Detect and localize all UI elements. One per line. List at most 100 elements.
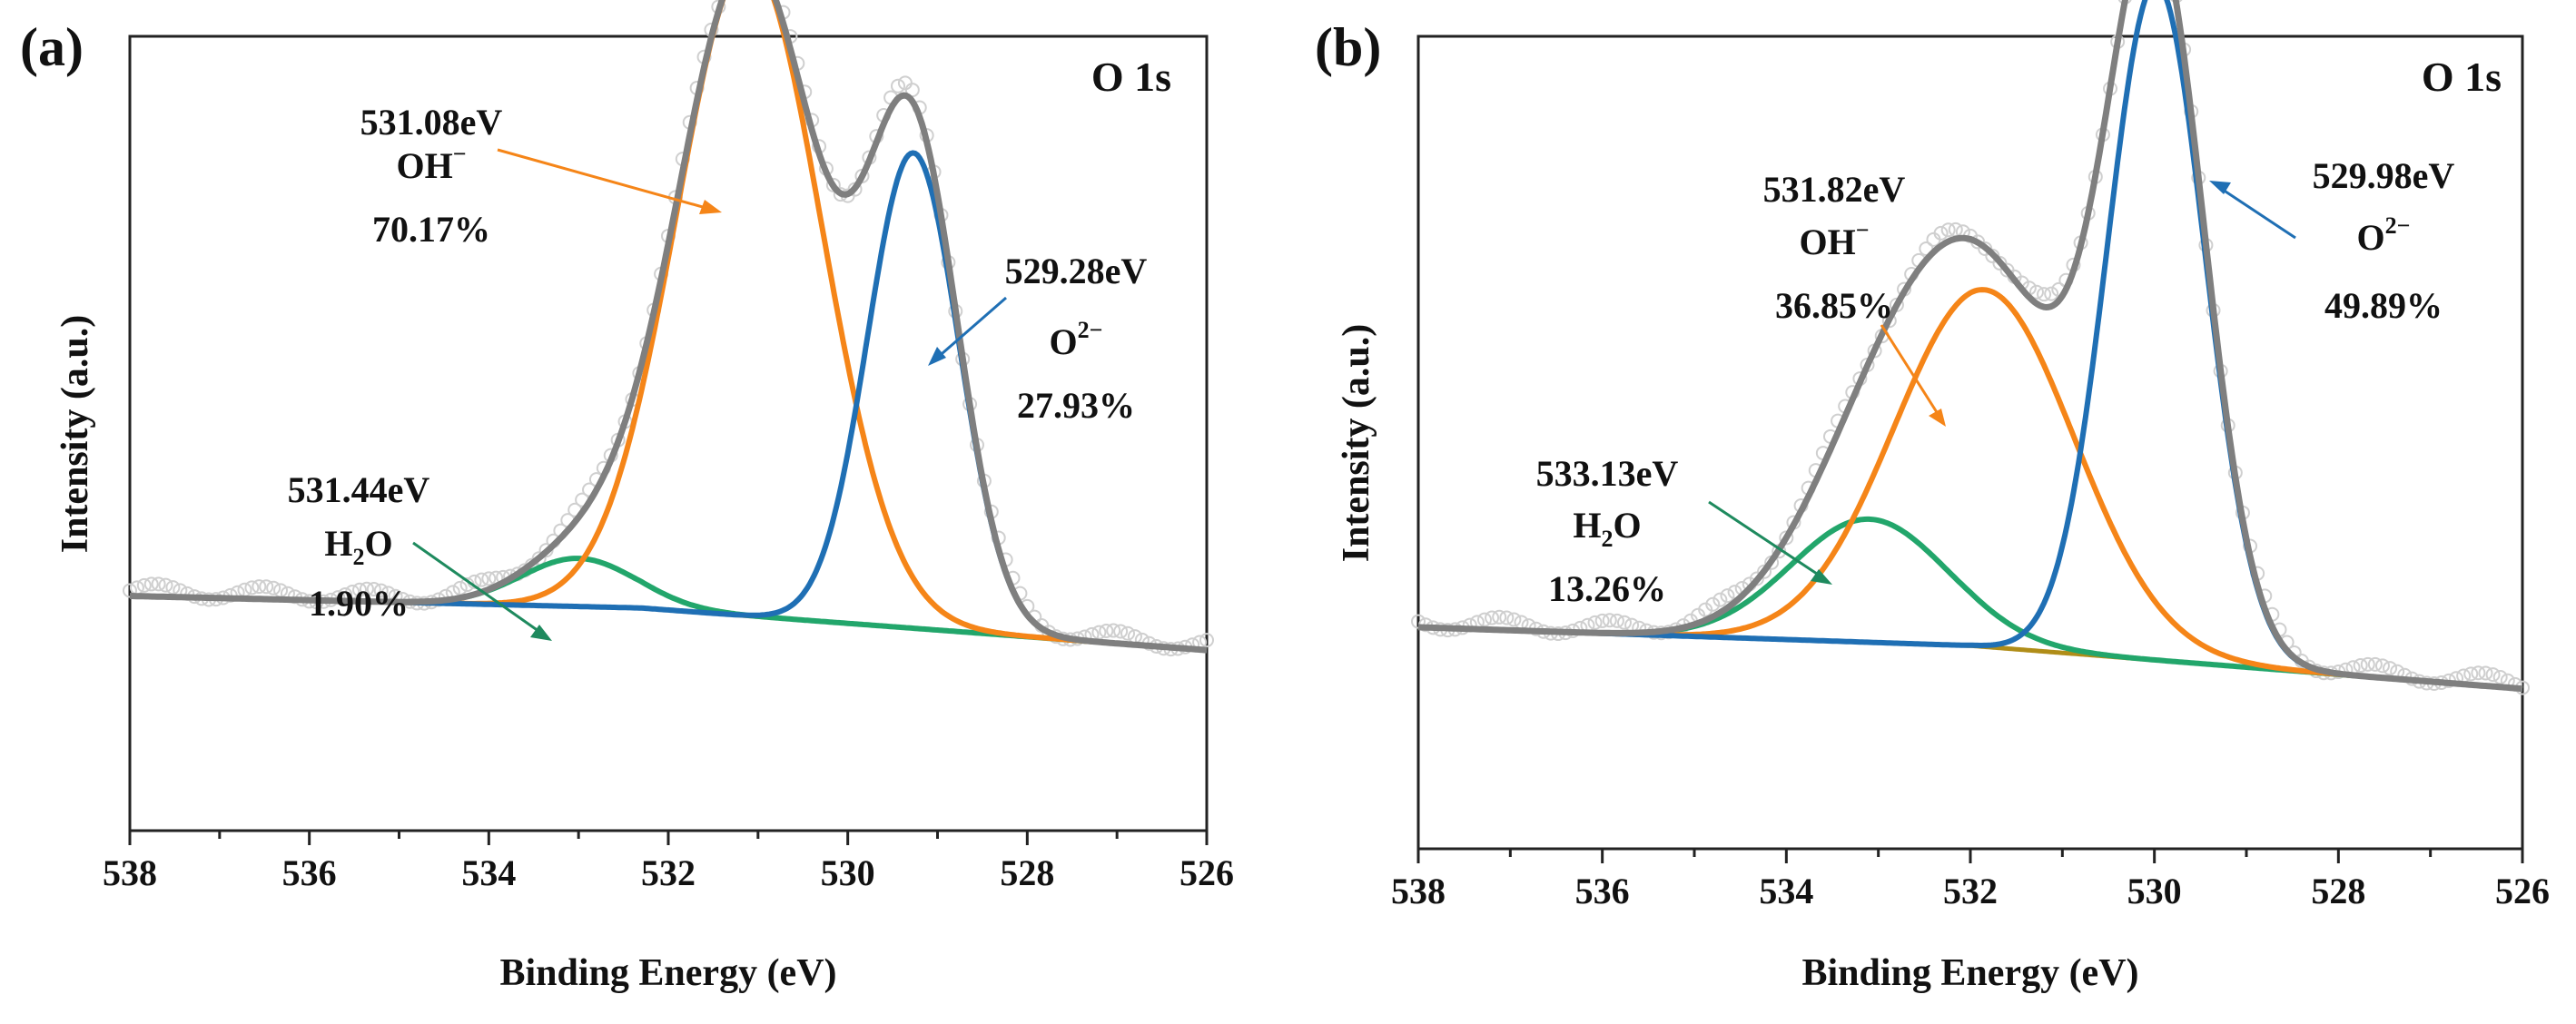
- oh-percent-label-b: 36.85%: [1775, 285, 1893, 326]
- raw-data-point: [373, 583, 389, 598]
- raw-data-point: [1698, 602, 1713, 617]
- oh-energy-label-b: 531.82eV: [1763, 169, 1906, 210]
- oh-arrow-a: [497, 148, 716, 212]
- h2o-arrowhead-a: [530, 625, 552, 641]
- raw-data-point: [1514, 615, 1529, 630]
- plot-layer-a: [123, 0, 1214, 657]
- raw-data-point: [1624, 617, 1640, 633]
- raw-data-point: [481, 571, 497, 586]
- raw-data-point: [2360, 656, 2375, 672]
- h2o-percent-label-b: 13.26%: [1548, 568, 1666, 609]
- o2-percent-label-b: 49.89%: [2324, 285, 2443, 326]
- raw-data-point: [2383, 661, 2398, 676]
- raw-data-point: [136, 577, 152, 593]
- raw-data-point: [1506, 612, 1522, 627]
- o2-arrow-b: [2216, 184, 2296, 240]
- y-axis-title-a: Intensity (a.u.): [54, 315, 96, 554]
- oh-energy-label-a: 531.08eV: [360, 102, 503, 143]
- raw-data-point: [1602, 613, 1617, 628]
- raw-data-point: [1106, 623, 1121, 638]
- raw-data-point: [1120, 625, 1136, 641]
- plot-layer-b: [1411, 0, 2530, 695]
- background-baseline: [130, 594, 1208, 653]
- h2o-arrowhead-b: [1811, 569, 1832, 585]
- raw-data-point: [158, 577, 173, 593]
- x-tick-label: 534: [461, 852, 516, 893]
- raw-data-point: [165, 580, 181, 596]
- raw-data-point: [252, 579, 267, 595]
- raw-data-point: [2492, 670, 2508, 685]
- h2o-percent-label-a: 1.90%: [309, 583, 409, 624]
- fitted-envelope: [130, 0, 1208, 654]
- x-axis-title-a: Binding Energy (eV): [499, 952, 836, 994]
- panel-label-b: (b): [1315, 17, 1381, 77]
- x-tick-label: 536: [1575, 871, 1630, 911]
- raw-data-point: [2374, 658, 2390, 674]
- raw-data-point: [244, 580, 260, 596]
- h2o-arrow-b: [1708, 500, 1826, 581]
- raw-data-point: [904, 83, 920, 98]
- raw-data-point: [474, 572, 489, 587]
- h2o-energy-label-a: 531.44eV: [288, 469, 430, 510]
- o2-species-label-b: O2−: [2357, 212, 2411, 258]
- fitted-envelope: [1417, 0, 2523, 693]
- panel-label-a: (a): [20, 17, 84, 77]
- raw-data-point: [1919, 241, 1934, 256]
- raw-data-point: [2044, 286, 2059, 301]
- panel-a: (a) 538 536 534 532 530 528 526 O 1s Binding E…: [20, 0, 1234, 994]
- x-tick-label: 530: [821, 852, 875, 893]
- o2-arrowhead-b: [2209, 181, 2231, 194]
- raw-data-point: [1933, 225, 1949, 241]
- oh-arrowhead-b: [1929, 409, 1946, 427]
- raw-data-point: [1476, 612, 1492, 627]
- raw-data-point: [1199, 633, 1214, 648]
- raw-data-point: [1609, 613, 1624, 628]
- raw-data-point: [2478, 665, 2493, 681]
- raw-data-point: [1940, 222, 1956, 238]
- raw-data-point: [266, 580, 281, 596]
- chart-title-b: O 1s: [2422, 54, 2502, 100]
- raw-data-point: [2353, 658, 2368, 674]
- o2-arrow-a: [934, 296, 1007, 361]
- raw-data-point: [2485, 667, 2501, 683]
- raw-data-point: [2463, 666, 2479, 682]
- raw-data-point: [352, 582, 368, 597]
- oh-percent-label-a: 70.17%: [372, 209, 490, 250]
- raw-data-point: [1712, 592, 1728, 607]
- tick-layer-a: 538 536 534 532 530 528 526: [103, 831, 1234, 893]
- x-tick-label: 534: [1759, 871, 1813, 911]
- raw-data-point: [2028, 284, 2044, 300]
- o2-percent-label-a: 27.93%: [1017, 385, 1135, 426]
- o2-species-label-a: O2−: [1050, 317, 1103, 362]
- raw-data-point: [359, 581, 374, 596]
- x-axis-title-b: Binding Energy (eV): [1801, 952, 2138, 994]
- chart-title-a: O 1s: [1091, 54, 1171, 100]
- h2o-energy-label-b: 533.13eV: [1536, 453, 1679, 494]
- oh-species-label-a: OH−: [396, 141, 466, 186]
- h2o-species-label-a: H2O: [324, 523, 392, 570]
- oh-arrow-b: [1880, 324, 1943, 420]
- tick-layer-b: 538 536 534 532 530 528 526: [1391, 849, 2550, 911]
- raw-data-point: [366, 582, 381, 597]
- raw-data-point: [273, 583, 289, 598]
- raw-data-point: [891, 78, 906, 94]
- oh-component-curve: [130, 0, 1208, 654]
- raw-data-point: [1594, 613, 1610, 628]
- raw-data-point: [143, 576, 159, 592]
- raw-data-point: [452, 580, 468, 596]
- raw-data-point: [1616, 615, 1632, 630]
- o2-energy-label-a: 529.28eV: [1005, 251, 1148, 291]
- raw-data-point: [897, 75, 913, 91]
- background-baseline: [1417, 625, 2523, 692]
- raw-data-point: [1587, 615, 1603, 630]
- raw-data-point: [1091, 625, 1107, 640]
- raw-data-point: [1499, 610, 1515, 625]
- o2-energy-label-b: 529.98eV: [2313, 155, 2455, 196]
- panel-b: (b) 538 536 534 532 530 528 526 O 1s Binding E…: [1315, 0, 2550, 994]
- raw-data-point: [825, 177, 841, 192]
- raw-data-point: [2367, 656, 2383, 672]
- raw-data-point: [1099, 623, 1114, 638]
- x-tick-label: 528: [1000, 852, 1054, 893]
- y-axis-title-b: Intensity (a.u.): [1336, 324, 1377, 563]
